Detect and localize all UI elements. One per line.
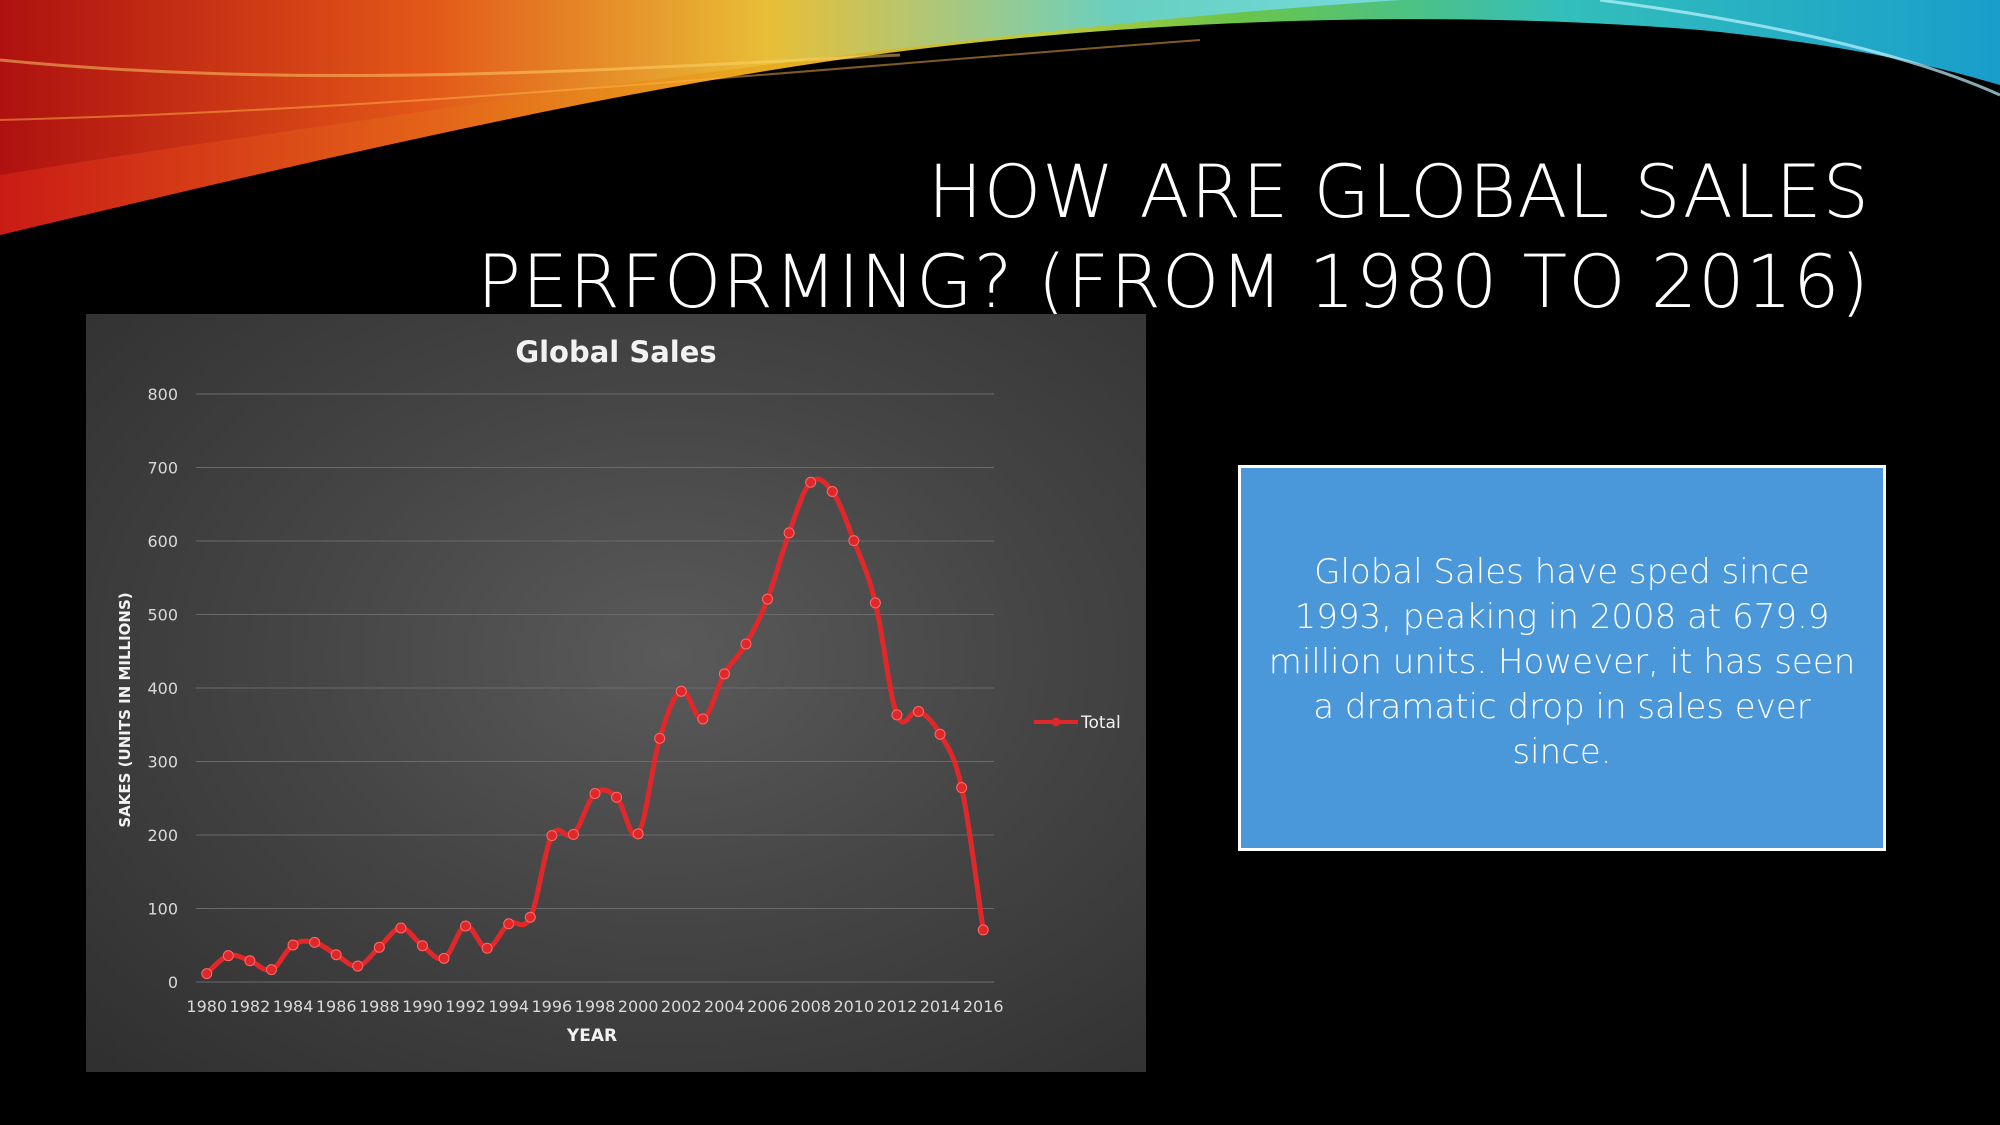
data-point — [503, 918, 515, 930]
data-point — [891, 709, 903, 721]
chart-legend: Total — [1034, 713, 1121, 733]
data-point — [222, 950, 234, 962]
callout-box: Global Sales have sped since 1993, peaki… — [1238, 465, 1886, 851]
y-tick-label: 500 — [147, 606, 178, 625]
y-tick-label: 800 — [147, 385, 178, 404]
data-point — [675, 685, 687, 697]
data-point — [567, 828, 579, 840]
x-tick-label: 1992 — [445, 997, 486, 1016]
data-point — [718, 668, 730, 680]
x-tick-label: 2014 — [920, 997, 961, 1016]
x-tick-label: 2012 — [877, 997, 918, 1016]
x-tick-label: 1984 — [273, 997, 314, 1016]
data-point — [848, 535, 860, 547]
data-point — [783, 527, 795, 539]
y-tick-label: 200 — [147, 826, 178, 845]
x-tick-label: 1988 — [359, 997, 400, 1016]
x-tick-label: 2004 — [704, 997, 745, 1016]
series-line — [205, 476, 986, 976]
line-chart: Global Sales 0 100 200 300 400 500 600 700 800 1… — [116, 335, 1121, 1046]
y-tick-label: 100 — [147, 900, 178, 919]
y-tick-label: 600 — [147, 532, 178, 551]
chart-title: Global Sales — [515, 335, 716, 369]
x-tick-label: 2000 — [618, 997, 659, 1016]
data-point — [654, 732, 666, 744]
data-point — [330, 949, 342, 961]
data-point — [956, 782, 968, 794]
x-tick-label: 2016 — [963, 997, 1004, 1016]
data-point — [416, 940, 428, 952]
data-point — [913, 705, 925, 717]
data-point — [869, 597, 881, 609]
data-point — [460, 920, 472, 932]
slide-title-line-1: HOW ARE GLOBAL SALES — [927, 150, 1870, 235]
x-tick-label: 1998 — [575, 997, 616, 1016]
data-point — [438, 952, 450, 964]
data-point — [589, 787, 601, 799]
data-point — [265, 964, 277, 976]
data-point — [524, 911, 536, 923]
data-point — [481, 942, 493, 954]
x-tick-label: 1982 — [230, 997, 271, 1016]
x-tick-label: 2010 — [833, 997, 874, 1016]
callout-text: Global Sales have sped since 1993, peaki… — [1268, 552, 1856, 772]
data-point — [762, 593, 774, 605]
grid-lines — [196, 393, 994, 983]
x-axis-ticks: 1980 1982 1984 1986 1988 1990 1992 1994 1996 1998… — [186, 997, 1003, 1016]
legend-label: Total — [1080, 713, 1121, 733]
data-point — [309, 936, 321, 948]
data-point — [632, 828, 644, 840]
data-point — [740, 638, 752, 650]
data-point — [934, 728, 946, 740]
x-tick-label: 1980 — [186, 997, 227, 1016]
slide-title: HOW ARE GLOBAL SALES PERFORMING? (FROM 1… — [370, 148, 1870, 328]
x-axis-label: YEAR — [566, 1026, 617, 1046]
x-tick-label: 2002 — [661, 997, 702, 1016]
data-point — [201, 968, 213, 980]
data-point — [352, 960, 364, 972]
x-tick-label: 1994 — [488, 997, 529, 1016]
series-total — [201, 476, 989, 980]
decorative-banner — [0, 0, 2000, 235]
data-point — [244, 955, 256, 967]
x-tick-label: 2006 — [747, 997, 788, 1016]
x-tick-label: 2008 — [790, 997, 831, 1016]
data-point — [546, 830, 558, 842]
y-axis-ticks: 0 100 200 300 400 500 600 700 800 — [147, 385, 178, 992]
y-tick-label: 700 — [147, 459, 178, 478]
data-point — [697, 713, 709, 725]
x-tick-label: 1986 — [316, 997, 357, 1016]
legend-marker — [1051, 717, 1061, 727]
data-point — [977, 924, 989, 936]
chart-panel: Global Sales 0 100 200 300 400 500 600 700 800 1… — [86, 314, 1146, 1072]
y-axis-label: SAKES (UNITS IN MILLIONS) — [116, 592, 134, 827]
data-point — [805, 476, 817, 488]
x-tick-label: 1990 — [402, 997, 443, 1016]
data-point — [395, 922, 407, 934]
y-tick-label: 0 — [168, 973, 178, 992]
slide-title-line-2: PERFORMING? (FROM 1980 TO 2016) — [476, 240, 1870, 325]
data-point — [287, 939, 299, 951]
data-point — [611, 791, 623, 803]
data-point — [826, 486, 838, 498]
y-tick-label: 300 — [147, 753, 178, 772]
x-tick-label: 1996 — [532, 997, 573, 1016]
y-tick-label: 400 — [147, 679, 178, 698]
data-point — [373, 941, 385, 953]
